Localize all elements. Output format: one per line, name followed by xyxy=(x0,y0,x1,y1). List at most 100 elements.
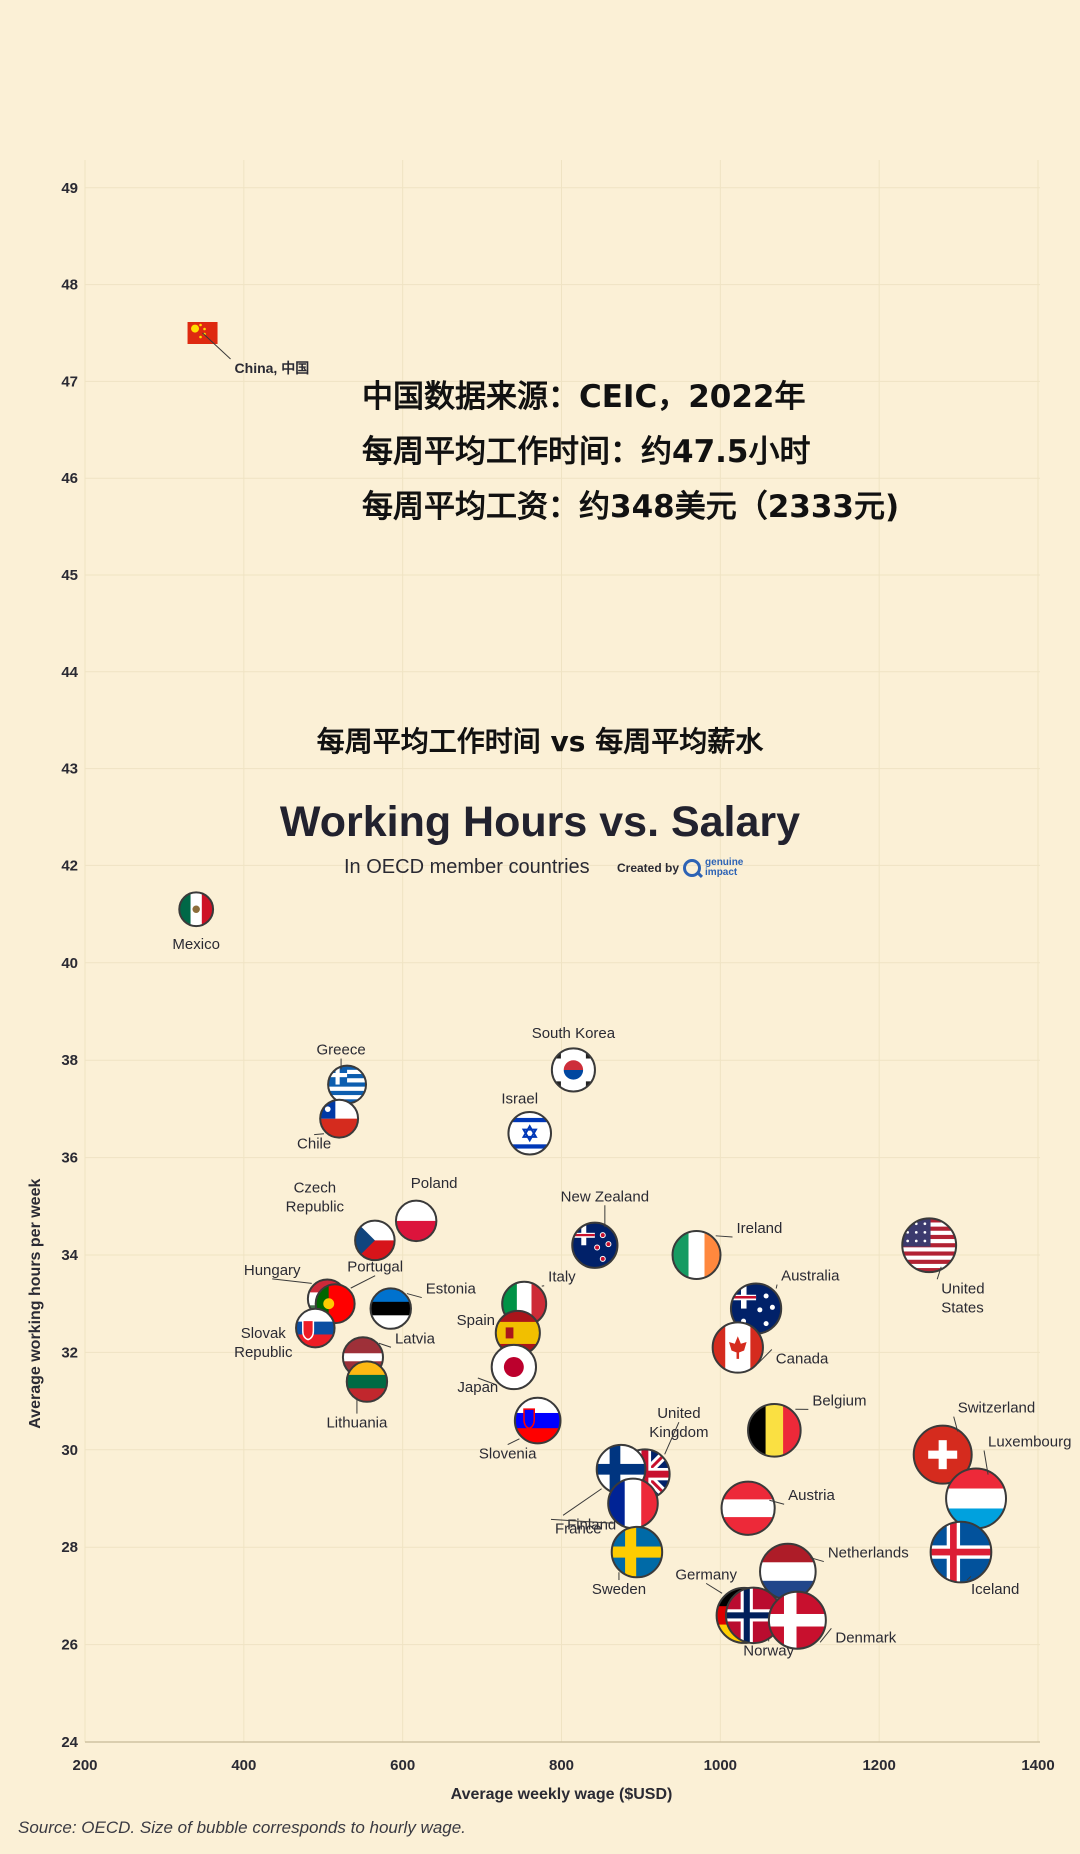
bubble-label: Slovak Republic xyxy=(234,1325,293,1361)
bubble-outline xyxy=(720,1480,776,1536)
bubble-label: Estonia xyxy=(426,1281,477,1298)
bubble-label: Germany xyxy=(675,1566,737,1583)
y-axis-label: Average working hours per week xyxy=(27,1179,44,1429)
china-data-annotation: 中国数据来源：CEIC，2022年 每周平均工作时间：约47.5小时 每周平均工… xyxy=(362,370,899,535)
bubble-lithuania: Lithuania xyxy=(326,1360,389,1432)
bubble-outline xyxy=(711,1321,764,1374)
bubble-outline xyxy=(345,1360,389,1403)
label-leader-line xyxy=(272,1278,312,1284)
bubble-estonia: Estonia xyxy=(369,1281,477,1330)
label-leader-line xyxy=(983,1450,989,1475)
bubble-france: France xyxy=(550,1477,659,1537)
y-tick-label: 30 xyxy=(61,1442,78,1459)
bubble-outline xyxy=(319,1098,360,1139)
credit-brand-line-1: genuine xyxy=(705,857,744,868)
bubble-iceland: Iceland xyxy=(929,1520,1019,1598)
bubble-label: Spain xyxy=(457,1312,495,1329)
genuine-impact-logo-icon xyxy=(683,859,702,877)
bubble-label: South Korea xyxy=(532,1025,616,1042)
y-tick-label: 38 xyxy=(61,1052,78,1069)
bubble-ireland: Ireland xyxy=(671,1220,783,1280)
y-tick-label: 44 xyxy=(61,664,78,681)
label-leader-line xyxy=(507,1438,520,1446)
label-leader-line xyxy=(705,1582,723,1594)
bubble-label: Greece xyxy=(316,1042,365,1059)
bubble-label: Norway xyxy=(743,1642,794,1659)
bubble-chile: Chile xyxy=(297,1098,360,1153)
bubble-outline xyxy=(394,1199,438,1243)
bubble-label: Ireland xyxy=(737,1220,783,1237)
israel-flag-icon xyxy=(508,1111,552,1155)
label-leader-line xyxy=(664,1421,680,1455)
bubble-canada: Canada xyxy=(711,1321,829,1374)
credit-brand-line-2: impact xyxy=(705,867,738,878)
label-leader-line xyxy=(966,1575,972,1581)
bubble-label: United Kingdom xyxy=(649,1405,708,1441)
poland-flag-icon xyxy=(395,1200,437,1242)
bubble-outline xyxy=(295,1307,336,1349)
label-leader-line xyxy=(936,1266,942,1280)
annotation-line-3: 每周平均工资：约348美元（2333元) xyxy=(362,489,900,525)
bubble-label: Australia xyxy=(781,1268,840,1285)
label-leader-line xyxy=(202,332,231,360)
bubble-label: Chile xyxy=(297,1136,331,1153)
bubble-south-korea: South Korea xyxy=(532,1025,616,1093)
label-leader-line xyxy=(562,1488,602,1516)
x-tick-label: 800 xyxy=(549,1757,574,1774)
label-leader-line xyxy=(406,1293,422,1299)
bubble-outline xyxy=(369,1287,412,1330)
annotation-line-1: 中国数据来源：CEIC，2022年 xyxy=(362,379,806,415)
bubble-outline xyxy=(550,1047,596,1093)
bubble-label: Israel xyxy=(501,1090,538,1107)
bubble-mexico: Mexico xyxy=(172,891,220,953)
label-leader-line xyxy=(769,1499,785,1505)
bubble-china: China, 中国 xyxy=(187,322,309,376)
y-tick-label: 36 xyxy=(61,1150,78,1167)
gridlines xyxy=(84,160,1040,1743)
label-leader-line xyxy=(809,1557,824,1563)
bubble-label: Switzerland xyxy=(958,1400,1036,1417)
bubble-layer: China, 中国 Mexico Greece Chile South Korea Isr… xyxy=(172,322,1071,1659)
bubble-label: Finland xyxy=(567,1516,616,1533)
bubble-outline xyxy=(571,1221,619,1269)
bubble-austria: Austria xyxy=(720,1480,835,1536)
bubble-netherlands: Netherlands xyxy=(759,1542,909,1601)
bubble-label: Lithuania xyxy=(326,1415,388,1432)
label-leader-line xyxy=(757,1349,773,1364)
x-tick-label: 400 xyxy=(231,1757,256,1774)
x-tick-label: 1200 xyxy=(862,1757,895,1774)
y-tick-label: 45 xyxy=(61,567,78,584)
japan-flag-icon xyxy=(491,1344,537,1390)
bubble-japan: Japan xyxy=(457,1343,538,1396)
bubble-sweden: Sweden xyxy=(592,1525,664,1598)
y-tick-label: 42 xyxy=(61,857,78,874)
new-zealand-flag-icon xyxy=(572,1222,618,1268)
y-tick-label: 28 xyxy=(61,1539,78,1556)
chart-title: Working Hours vs. Salary xyxy=(279,798,801,846)
bubble-label: Belgium xyxy=(812,1392,866,1409)
bubble-outline xyxy=(747,1403,802,1458)
bubble-united-states: United States xyxy=(901,1217,985,1316)
bubble-label: Iceland xyxy=(971,1581,1019,1598)
credit-brand: genuine impact xyxy=(705,858,743,878)
bubble-luxembourg: Luxembourg xyxy=(945,1434,1071,1530)
czech-flag-icon xyxy=(355,1220,395,1261)
x-tick-label: 600 xyxy=(390,1757,415,1774)
x-tick-label: 1400 xyxy=(1021,1757,1054,1774)
y-tick-label: 43 xyxy=(61,761,78,778)
y-tick-label: 48 xyxy=(61,277,78,294)
x-tick-label: 200 xyxy=(72,1757,97,1774)
bubble-outline xyxy=(901,1217,958,1274)
bubble-label: Italy xyxy=(548,1269,576,1286)
bubble-slovenia: Slovenia xyxy=(479,1396,562,1463)
label-leader-line xyxy=(775,1284,778,1289)
chinese-chart-title: 每周平均工作时间 vs 每周平均薪水 xyxy=(316,725,764,758)
bubble-outline xyxy=(929,1520,993,1584)
bubble-label: Portugal xyxy=(347,1259,403,1276)
bubble-outline xyxy=(507,1110,553,1156)
x-tick-label: 1000 xyxy=(704,1757,737,1774)
bubble-slovakia: Slovak Republic xyxy=(234,1307,336,1361)
bubble-poland: Poland xyxy=(394,1175,458,1243)
